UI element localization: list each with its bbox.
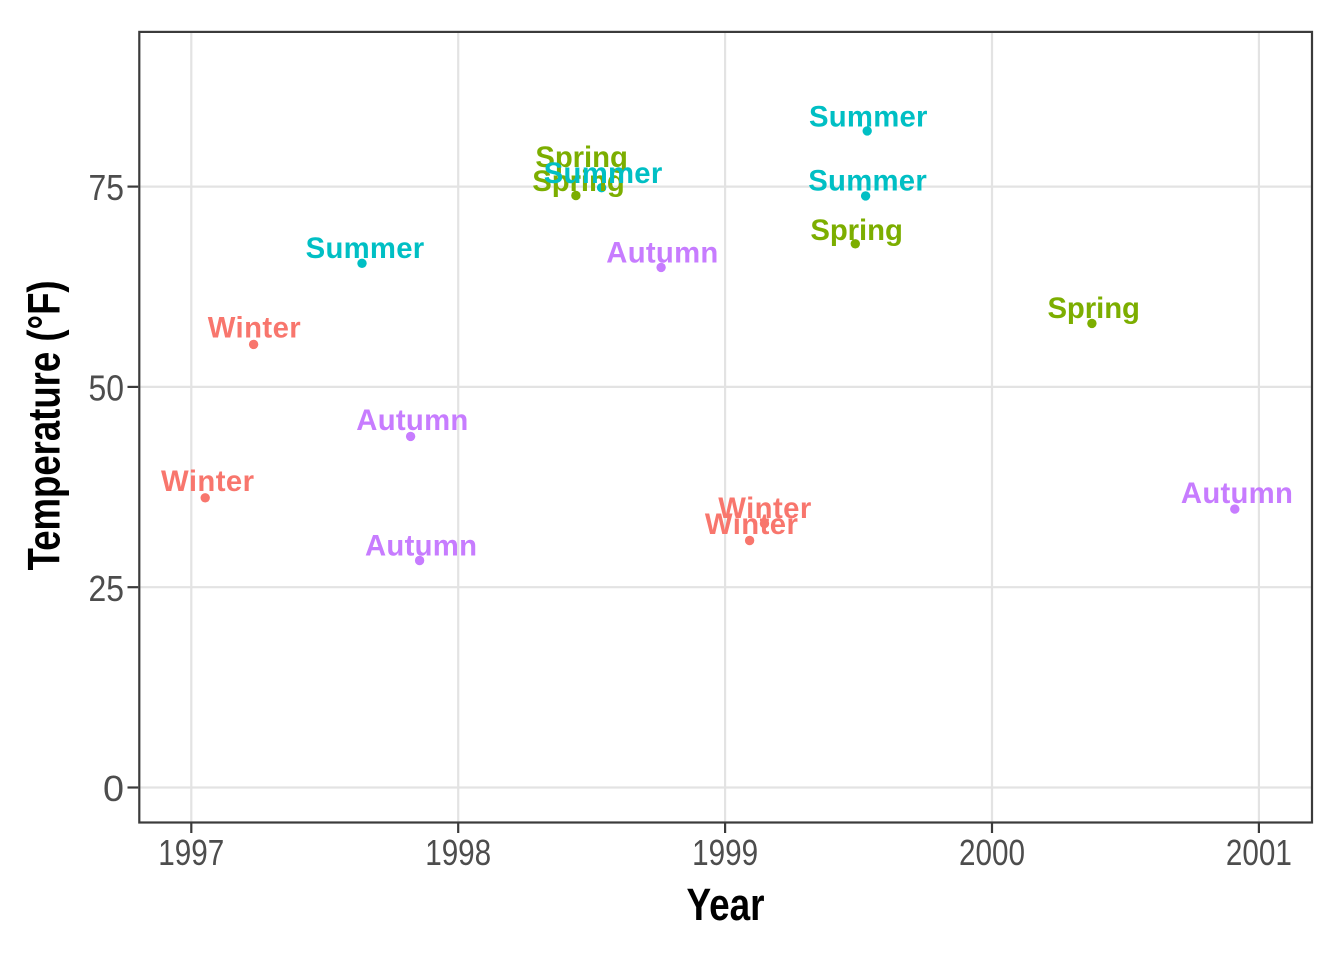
svg-text:0: 0 xyxy=(103,768,124,809)
svg-text:Autumn: Autumn xyxy=(356,404,468,437)
svg-text:Winter: Winter xyxy=(705,508,798,541)
svg-text:25: 25 xyxy=(89,568,125,609)
svg-text:Autumn: Autumn xyxy=(606,237,718,270)
svg-text:Autumn: Autumn xyxy=(365,529,477,562)
svg-text:Spring: Spring xyxy=(810,214,903,247)
svg-text:1999: 1999 xyxy=(692,832,758,873)
svg-text:75: 75 xyxy=(89,167,125,208)
svg-text:1997: 1997 xyxy=(158,832,224,873)
svg-text:2001: 2001 xyxy=(1226,832,1292,873)
svg-text:Spring: Spring xyxy=(535,141,628,174)
svg-text:Summer: Summer xyxy=(306,232,425,265)
svg-text:Year: Year xyxy=(687,879,765,930)
svg-text:Summer: Summer xyxy=(809,101,928,134)
svg-text:Summer: Summer xyxy=(544,157,663,190)
svg-text:Autumn: Autumn xyxy=(1181,477,1293,510)
svg-text:Spring: Spring xyxy=(532,165,625,198)
svg-text:Winter: Winter xyxy=(718,492,811,525)
svg-text:Winter: Winter xyxy=(161,465,254,498)
svg-text:Summer: Summer xyxy=(808,165,927,198)
svg-text:2000: 2000 xyxy=(959,832,1025,873)
svg-text:Temperature (°F): Temperature (°F) xyxy=(19,280,70,570)
svg-text:1998: 1998 xyxy=(425,832,491,873)
svg-text:Winter: Winter xyxy=(208,312,301,345)
svg-text:50: 50 xyxy=(89,368,125,409)
svg-text:Spring: Spring xyxy=(1047,292,1140,325)
